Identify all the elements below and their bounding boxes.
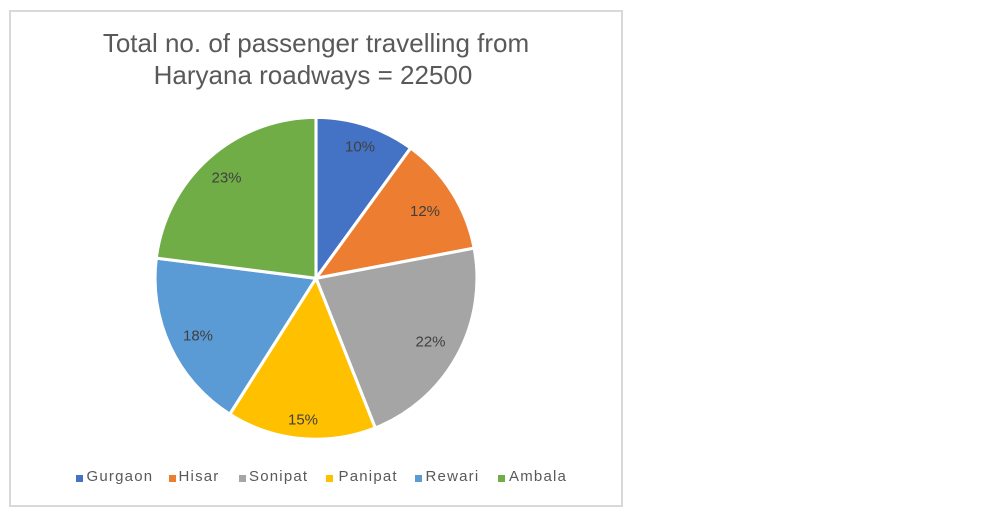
svg-text:15%: 15% — [288, 412, 318, 429]
svg-text:18%: 18% — [183, 328, 213, 345]
svg-text:12%: 12% — [410, 203, 440, 220]
svg-text:22%: 22% — [415, 334, 445, 351]
svg-text:23%: 23% — [211, 170, 241, 187]
svg-text:10%: 10% — [345, 139, 375, 156]
